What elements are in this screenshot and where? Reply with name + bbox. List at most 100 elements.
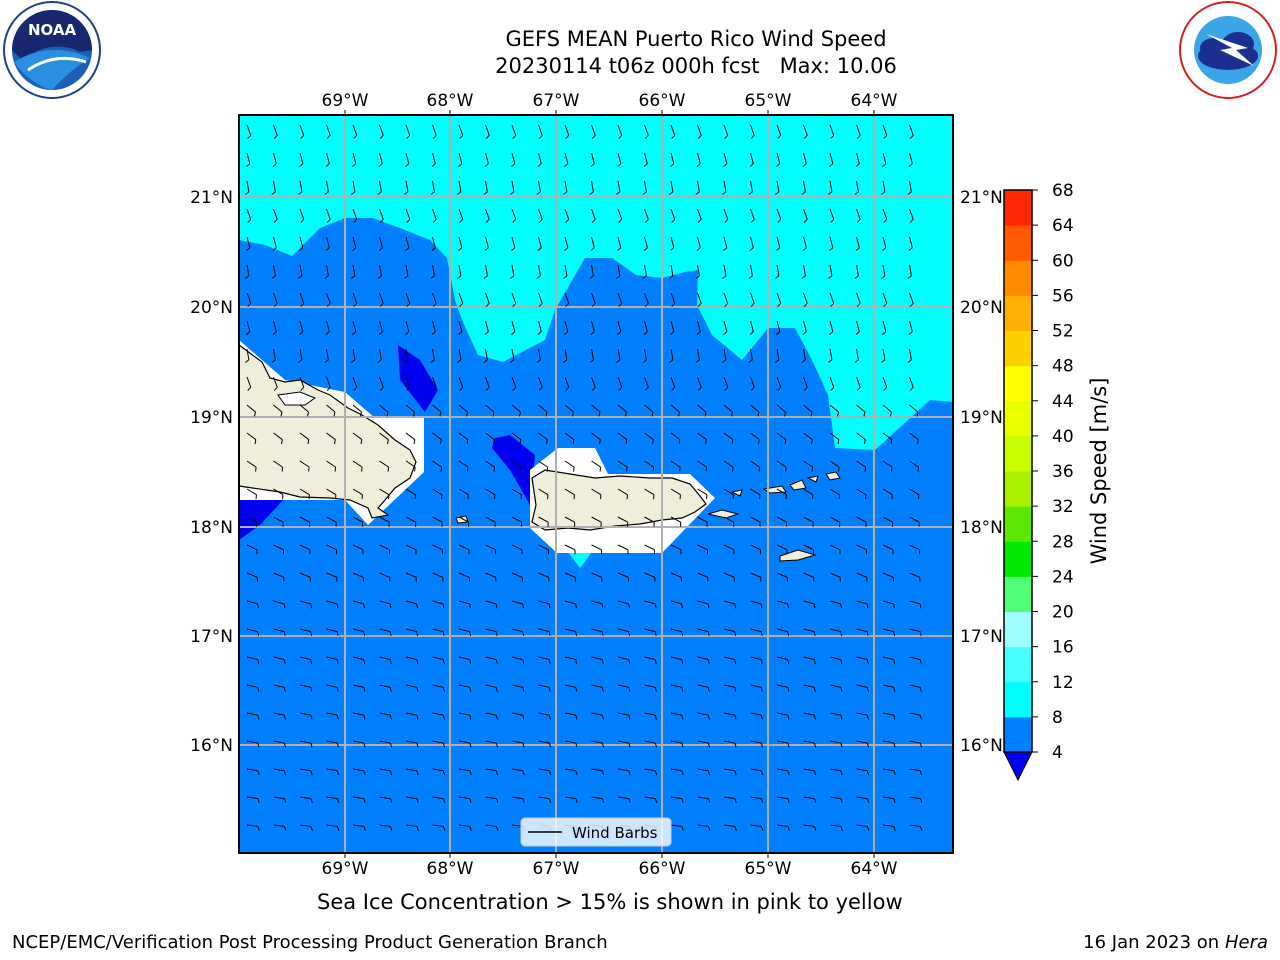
wind-barb xyxy=(643,236,648,251)
wind-barb xyxy=(273,768,287,776)
wind-barb xyxy=(829,768,843,776)
wind-barb xyxy=(430,264,435,279)
wind-barb xyxy=(829,796,843,804)
wind-barb xyxy=(485,824,499,831)
wind-barb xyxy=(750,600,763,609)
wind-barb xyxy=(750,628,763,637)
colorbar-segment xyxy=(1004,611,1032,648)
wind-barb xyxy=(697,628,710,637)
wind-barb xyxy=(564,684,578,692)
wind-barb xyxy=(511,628,525,637)
wind-barb xyxy=(617,404,627,417)
wind-barb xyxy=(909,544,921,555)
footer-date-text: 16 Jan 2023 on xyxy=(1083,932,1225,953)
wind-barb xyxy=(564,628,578,637)
wind-barb xyxy=(324,348,329,363)
wind-barb xyxy=(405,124,411,139)
wind-barb xyxy=(750,208,755,223)
wind-barb xyxy=(564,600,578,609)
wind-barb xyxy=(537,236,542,251)
wind-barb xyxy=(458,292,464,307)
wind-barb xyxy=(432,768,446,776)
colorbar-tick-label: 12 xyxy=(1052,673,1074,693)
wind-barb xyxy=(432,404,442,417)
wind-barb xyxy=(722,264,727,279)
wind-barb xyxy=(697,376,702,391)
wind-barb xyxy=(909,600,922,609)
wind-barb xyxy=(246,432,257,445)
wind-barb xyxy=(564,488,575,500)
wind-barb xyxy=(644,600,657,609)
wind-barb xyxy=(882,628,896,637)
wind-barb xyxy=(245,264,250,279)
wind-barb xyxy=(538,488,549,500)
wind-barb xyxy=(750,460,761,472)
wind-barb xyxy=(352,712,366,720)
wind-barb xyxy=(299,740,313,748)
wind-barb xyxy=(405,572,417,582)
map-frame xyxy=(238,114,954,854)
wind-barb xyxy=(617,152,622,167)
wind-barb xyxy=(379,376,384,391)
wind-barb xyxy=(803,712,816,720)
wind-barb xyxy=(538,572,550,582)
wind-barb xyxy=(775,264,780,279)
wind-barb xyxy=(511,684,525,692)
wind-barb xyxy=(378,236,383,251)
wind-barb xyxy=(299,768,313,776)
wind-barb xyxy=(405,628,419,637)
wind-barb xyxy=(324,180,329,195)
wind-barb xyxy=(511,656,525,664)
wind-barb xyxy=(510,180,515,195)
wind-barb xyxy=(564,712,578,720)
wind-barb xyxy=(405,292,411,307)
sea-ice-note: Sea Ice Concentration > 15% is shown in … xyxy=(317,890,903,914)
wind-barb xyxy=(432,460,443,472)
wind-barb xyxy=(802,236,807,251)
wind-barb xyxy=(432,572,444,582)
wind-barb xyxy=(405,152,410,167)
wind-barb xyxy=(352,572,364,582)
wind-barb xyxy=(511,516,523,527)
wind-barb xyxy=(379,516,390,527)
wind-barb xyxy=(379,404,389,417)
wind-barb xyxy=(326,488,337,500)
colorbar-tick-label: 4 xyxy=(1052,743,1063,763)
wind-barb xyxy=(591,544,603,555)
wind-barb xyxy=(803,488,814,500)
wind-barb xyxy=(458,796,472,804)
wind-barb xyxy=(776,572,788,582)
wind-barb xyxy=(458,460,469,472)
wind-barb xyxy=(564,656,578,664)
wind-barb xyxy=(299,712,313,720)
wind-barb xyxy=(511,432,522,445)
wind-barb xyxy=(351,264,356,279)
wind-barb xyxy=(458,768,472,776)
wind-barb xyxy=(405,236,410,251)
wind-barb xyxy=(377,180,382,195)
wind-barb xyxy=(776,432,787,445)
wind-barb xyxy=(909,404,919,417)
wind-barb xyxy=(485,432,495,445)
wind-barb xyxy=(351,180,356,195)
wind-barb xyxy=(856,572,868,582)
wind-barb xyxy=(776,628,790,637)
wind-barb xyxy=(538,740,552,748)
wind-barb xyxy=(723,572,735,582)
wind-barb xyxy=(352,824,366,831)
wind-barb xyxy=(564,236,569,251)
wind-barb xyxy=(246,516,258,527)
wind-barb xyxy=(511,796,525,804)
wind-barb xyxy=(326,124,331,139)
wind-barb xyxy=(854,264,859,279)
wind-barb xyxy=(511,236,516,251)
wind-barb xyxy=(776,824,790,831)
wind-barb xyxy=(272,236,277,251)
wind-barb xyxy=(856,740,870,748)
colorbar-tick-label: 60 xyxy=(1052,251,1074,271)
colorbar-segment xyxy=(1004,716,1032,753)
wind-barb xyxy=(616,348,621,363)
wind-barb xyxy=(697,572,709,582)
wind-barb xyxy=(485,684,498,692)
wind-barb xyxy=(803,656,816,664)
